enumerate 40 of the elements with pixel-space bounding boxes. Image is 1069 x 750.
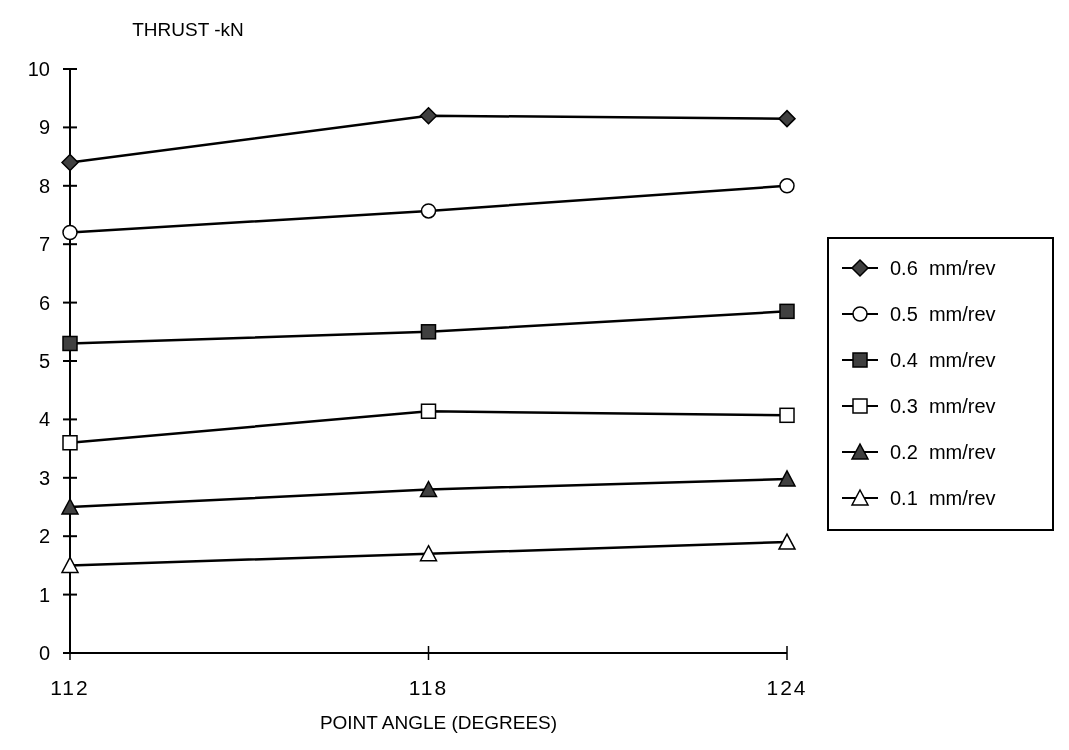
y-tick-label: 5 [38,350,50,372]
point [778,109,796,128]
point [419,480,438,498]
point [420,403,437,419]
y-tick-label: 6 [38,291,50,314]
point [61,556,79,574]
y-tick-label: 2 [38,525,50,548]
point [779,178,795,194]
x-tick-label: 118 [408,676,449,699]
legend-label: 0.5 mm/rev [890,303,996,325]
point [778,470,796,487]
y-tick-label: 7 [38,233,50,256]
point [420,203,437,219]
point [61,153,79,172]
x-tick-label: 124 [766,676,808,699]
point [62,224,78,241]
legend-label: 0.6 mm/rev [890,257,996,279]
point [779,407,795,424]
point [778,533,796,550]
x-axis-title: POINT ANGLE (DEGREES) [319,712,558,733]
y-tick-label: 10 [27,58,50,80]
y-tick-label: 3 [38,466,50,489]
point [420,324,437,340]
y-tick-label: 0 [38,642,50,664]
y-tick-label: 8 [38,174,50,197]
point [419,106,438,125]
y-axis-title: THRUST -kN [132,19,244,40]
point [62,435,78,451]
legend-label: 0.3 mm/rev [890,395,996,417]
x-tick-label: 112 [50,676,90,699]
legend-label: 0.2 mm/rev [890,441,996,463]
point [61,498,79,515]
y-tick-label: 9 [38,116,50,139]
legend-label: 0.4 mm/rev [890,349,996,371]
point [62,335,78,352]
y-tick-label: 4 [38,408,50,431]
legend-label: 0.1 mm/rev [890,487,996,509]
point [419,544,438,562]
y-tick-label: 1 [38,583,50,606]
point [779,303,795,320]
